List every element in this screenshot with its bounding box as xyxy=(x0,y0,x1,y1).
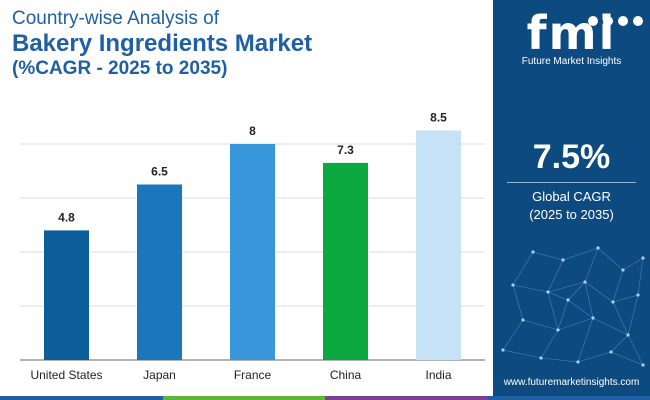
network-link xyxy=(512,284,524,321)
bar-japan xyxy=(137,184,182,360)
bar-china xyxy=(323,162,368,360)
network-link xyxy=(512,284,549,293)
logo-dot-icon xyxy=(633,16,643,26)
fmi-logo: fmi Future Market Insights xyxy=(493,8,650,67)
network-node xyxy=(641,256,645,260)
network-node xyxy=(626,333,630,337)
network-node xyxy=(561,258,565,262)
data-label: 8 xyxy=(249,124,256,138)
network-link xyxy=(567,281,586,301)
network-node xyxy=(521,318,525,322)
network-link xyxy=(612,301,629,336)
logo-dot-icon xyxy=(618,16,628,26)
x-tick-label: Japan xyxy=(143,368,176,382)
title-line-2: Bakery Ingredients Market xyxy=(12,30,313,57)
network-node xyxy=(641,363,645,367)
network-link xyxy=(540,329,559,359)
network-node xyxy=(609,350,613,354)
network-link xyxy=(512,251,534,286)
network-link xyxy=(637,257,644,296)
network-node xyxy=(576,360,580,364)
network-link xyxy=(584,247,599,283)
color-bar-segment xyxy=(162,396,325,400)
network-node xyxy=(596,246,600,250)
logo-dot-icon xyxy=(588,16,598,26)
network-link xyxy=(610,334,629,353)
network-node xyxy=(583,280,587,284)
x-tick-label: China xyxy=(330,368,362,382)
global-cagr-value: 7.5% xyxy=(532,138,611,176)
network-node xyxy=(539,356,543,360)
color-bar-segment xyxy=(325,396,488,400)
x-tick-label: United States xyxy=(30,368,102,382)
global-cagr-label: Global CAGR (2025 to 2035) xyxy=(493,188,650,224)
network-link xyxy=(627,334,644,366)
network-link xyxy=(547,259,564,293)
network-link xyxy=(532,251,564,261)
network-node xyxy=(546,290,550,294)
cagr-label-line-1: Global CAGR xyxy=(532,189,611,204)
network-link xyxy=(584,281,594,319)
network-link xyxy=(557,299,569,331)
cagr-label-line-2: (2025 to 2035) xyxy=(529,207,614,222)
network-link xyxy=(557,317,594,331)
network-link xyxy=(612,294,639,303)
bar-france xyxy=(230,144,275,360)
network-link xyxy=(577,351,612,363)
data-label: 4.8 xyxy=(58,210,75,224)
logo-icons xyxy=(588,16,643,26)
title-line-3: (%CAGR - 2025 to 2035) xyxy=(12,58,228,79)
network-node xyxy=(636,293,640,297)
network-link xyxy=(567,299,594,319)
network-link xyxy=(547,291,559,331)
x-tick-label: India xyxy=(425,368,451,382)
network-link xyxy=(522,319,559,331)
color-bar-segment xyxy=(0,396,163,400)
bottom-color-bar xyxy=(0,396,650,400)
network-node xyxy=(566,298,570,302)
logo-text: Future Market Insights xyxy=(521,56,622,67)
bar-united-states xyxy=(44,230,89,360)
network-link xyxy=(610,351,644,366)
network-node xyxy=(511,283,515,287)
color-bar-segment xyxy=(487,396,650,400)
network-graphic xyxy=(501,246,645,367)
data-label: 7.3 xyxy=(337,143,354,157)
network-link xyxy=(562,247,599,261)
network-link xyxy=(584,281,614,303)
network-node xyxy=(501,348,505,352)
data-label: 6.5 xyxy=(151,165,168,179)
x-tick-label: France xyxy=(234,368,272,382)
website-link[interactable]: www.futuremarketinsights.com xyxy=(503,377,640,388)
network-link xyxy=(502,349,542,359)
network-link xyxy=(592,317,629,336)
network-link xyxy=(627,294,639,336)
network-link xyxy=(612,269,624,303)
summary-panel: fmi Future Market Insights 7.5% Global C… xyxy=(493,0,650,400)
bar-chart: 4.8 United States 6.5 Japan 8 France 7.3 China 8… xyxy=(20,111,485,382)
network-link xyxy=(547,281,586,293)
logo-dot-icon xyxy=(603,16,613,26)
network-link xyxy=(597,247,624,271)
network-link xyxy=(540,357,579,363)
network-node xyxy=(621,268,625,272)
network-link xyxy=(577,317,594,363)
title-line-1: Country-wise Analysis of xyxy=(12,8,219,29)
bar-india xyxy=(416,130,461,360)
network-link xyxy=(622,257,644,271)
network-node xyxy=(591,316,595,320)
divider xyxy=(507,182,636,183)
network-node xyxy=(611,300,615,304)
network-node xyxy=(531,250,535,254)
network-link xyxy=(547,291,569,301)
chart-title: Country-wise Analysis of Bakery Ingredie… xyxy=(12,8,312,80)
network-node xyxy=(556,328,560,332)
data-label: 8.5 xyxy=(430,111,447,125)
network-link xyxy=(502,319,524,351)
logo-mark: fmi xyxy=(526,6,617,60)
